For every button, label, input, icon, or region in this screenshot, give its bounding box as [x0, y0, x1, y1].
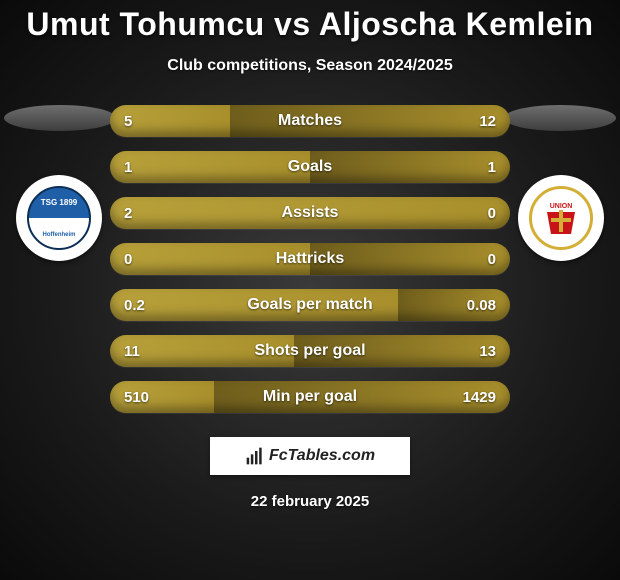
stat-value-right: 0.08 — [467, 297, 496, 314]
stat-value-left: 0 — [124, 251, 132, 268]
stat-row: 2 Assists 0 — [110, 197, 510, 229]
stat-value-right: 1429 — [463, 389, 496, 406]
subtitle: Club competitions, Season 2024/2025 — [0, 57, 620, 75]
stat-value-right: 1 — [488, 159, 496, 176]
comparison-panel: TSG 1899 Hoffenheim UNION 5Matches121Goa… — [0, 105, 620, 413]
stat-value-left: 0.2 — [124, 297, 145, 314]
club-crest-left: TSG 1899 Hoffenheim — [16, 175, 102, 261]
crest-left-line1: TSG 1899 — [41, 198, 77, 207]
stat-value-left: 2 — [124, 205, 132, 222]
stat-row: 0 Hattricks 0 — [110, 243, 510, 275]
union-icon: UNION — [537, 194, 585, 242]
stat-row: 0.2 Goals per match 0.08 — [110, 289, 510, 321]
player-right-head — [504, 105, 616, 131]
stat-row: 5 Matches 12 — [110, 105, 510, 137]
fctables-watermark: FcTables.com — [210, 437, 410, 475]
union-text: UNION — [550, 203, 573, 210]
club-crest-right: UNION — [518, 175, 604, 261]
page-title: Umut Tohumcu vs Aljoscha Kemlein — [0, 0, 620, 43]
stat-value-right: 0 — [488, 251, 496, 268]
stat-label: Assists — [282, 204, 339, 222]
stat-value-left: 1 — [124, 159, 132, 176]
stat-row: 11 Shots per goal 13 — [110, 335, 510, 367]
player-left-head — [4, 105, 116, 131]
stat-row: 510 Min per goal 1429 — [110, 381, 510, 413]
stat-value-right: 12 — [479, 113, 496, 130]
stat-value-right: 0 — [488, 205, 496, 222]
bars-icon — [245, 446, 265, 466]
stat-label: Shots per goal — [254, 342, 365, 360]
stat-rows: 5Matches121Goals12Assists00Hattricks00.2… — [110, 105, 510, 413]
stat-value-left: 5 — [124, 113, 132, 130]
stat-label: Hattricks — [276, 250, 344, 268]
union-badge: UNION — [529, 186, 593, 250]
crest-left-line2: Hoffenheim — [43, 232, 76, 238]
hoffenheim-badge: TSG 1899 Hoffenheim — [27, 186, 91, 250]
stat-value-right: 13 — [479, 343, 496, 360]
date-label: 22 february 2025 — [0, 493, 620, 510]
stat-label: Goals per match — [247, 296, 372, 314]
stat-value-left: 11 — [124, 343, 140, 360]
stat-label: Matches — [278, 112, 342, 130]
stat-label: Goals — [288, 158, 332, 176]
stat-label: Min per goal — [263, 388, 357, 406]
stat-value-left: 510 — [124, 389, 149, 406]
stat-row: 1 Goals 1 — [110, 151, 510, 183]
fctables-label: FcTables.com — [269, 447, 375, 465]
